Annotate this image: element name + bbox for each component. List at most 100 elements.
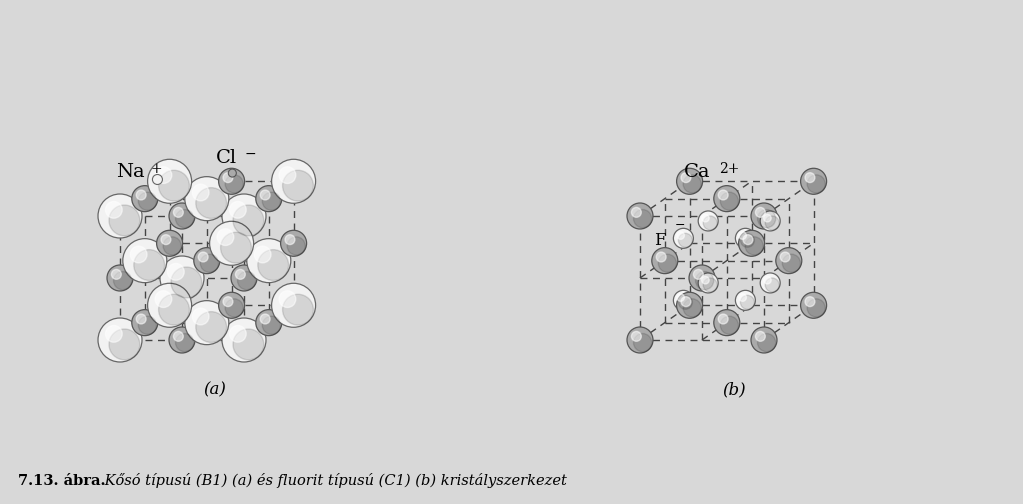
Circle shape [702,214,709,222]
Circle shape [138,192,157,210]
Circle shape [694,270,703,279]
Circle shape [677,232,684,239]
Circle shape [696,272,714,290]
Circle shape [703,216,717,230]
Circle shape [677,294,684,301]
Circle shape [765,278,780,292]
Circle shape [739,230,764,256]
Circle shape [147,159,191,203]
Circle shape [195,311,227,342]
Circle shape [287,237,305,255]
Circle shape [807,299,826,317]
Circle shape [262,192,280,210]
Circle shape [703,278,717,292]
Circle shape [105,326,122,342]
Circle shape [210,221,254,265]
Circle shape [109,205,140,236]
Circle shape [174,208,183,217]
Circle shape [627,327,653,353]
Circle shape [225,175,243,193]
Circle shape [699,273,718,293]
Circle shape [805,297,815,306]
Circle shape [160,256,204,300]
Circle shape [714,185,740,212]
Circle shape [763,214,771,222]
Text: 7.13. ábra.: 7.13. ábra. [18,474,105,488]
Circle shape [683,299,702,317]
Circle shape [185,301,229,345]
Circle shape [718,314,728,324]
Circle shape [235,270,246,279]
Circle shape [192,308,209,325]
Circle shape [783,254,801,272]
Circle shape [195,187,227,218]
Circle shape [221,232,252,263]
Circle shape [282,170,313,201]
Circle shape [219,292,244,319]
Circle shape [152,174,163,184]
Circle shape [136,314,146,324]
Circle shape [673,228,694,248]
Circle shape [233,329,264,360]
Circle shape [736,290,755,310]
Circle shape [222,318,266,362]
Circle shape [219,168,244,194]
Circle shape [699,211,718,231]
Circle shape [155,167,172,183]
Circle shape [631,332,641,341]
Circle shape [198,252,208,262]
Circle shape [760,273,781,293]
Circle shape [765,216,780,230]
Circle shape [132,185,158,212]
Circle shape [633,210,652,228]
Circle shape [228,169,236,177]
Circle shape [760,211,781,231]
Circle shape [720,316,739,334]
Circle shape [718,190,728,200]
Circle shape [98,318,142,362]
Text: +: + [150,162,162,176]
Circle shape [107,265,133,291]
Circle shape [138,316,157,334]
Circle shape [683,175,702,193]
Circle shape [114,272,132,290]
Circle shape [201,254,219,272]
Circle shape [285,235,295,244]
Circle shape [98,194,142,238]
Circle shape [185,176,229,221]
Circle shape [678,233,693,247]
Text: Ca: Ca [683,163,710,181]
Circle shape [681,297,691,306]
Circle shape [279,291,296,307]
Text: −: − [674,219,685,232]
Circle shape [231,265,257,291]
Circle shape [223,173,233,182]
Circle shape [258,249,288,280]
Circle shape [676,292,703,319]
Circle shape [656,252,666,262]
Circle shape [260,190,270,200]
Circle shape [222,194,266,238]
Circle shape [217,229,234,245]
Circle shape [741,295,754,309]
Circle shape [161,235,171,244]
Circle shape [627,203,653,229]
Circle shape [155,291,172,307]
Circle shape [676,168,703,194]
Circle shape [123,238,167,283]
Circle shape [652,247,678,274]
Circle shape [247,238,291,283]
Circle shape [755,332,765,341]
Text: (b): (b) [722,381,746,398]
Circle shape [171,267,202,298]
Circle shape [757,210,775,228]
Circle shape [690,265,715,291]
Circle shape [136,190,146,200]
Circle shape [745,237,763,255]
Circle shape [193,247,220,274]
Circle shape [282,294,313,325]
Text: (a): (a) [203,381,226,398]
Circle shape [807,175,826,193]
Circle shape [681,173,691,182]
Circle shape [741,233,754,247]
